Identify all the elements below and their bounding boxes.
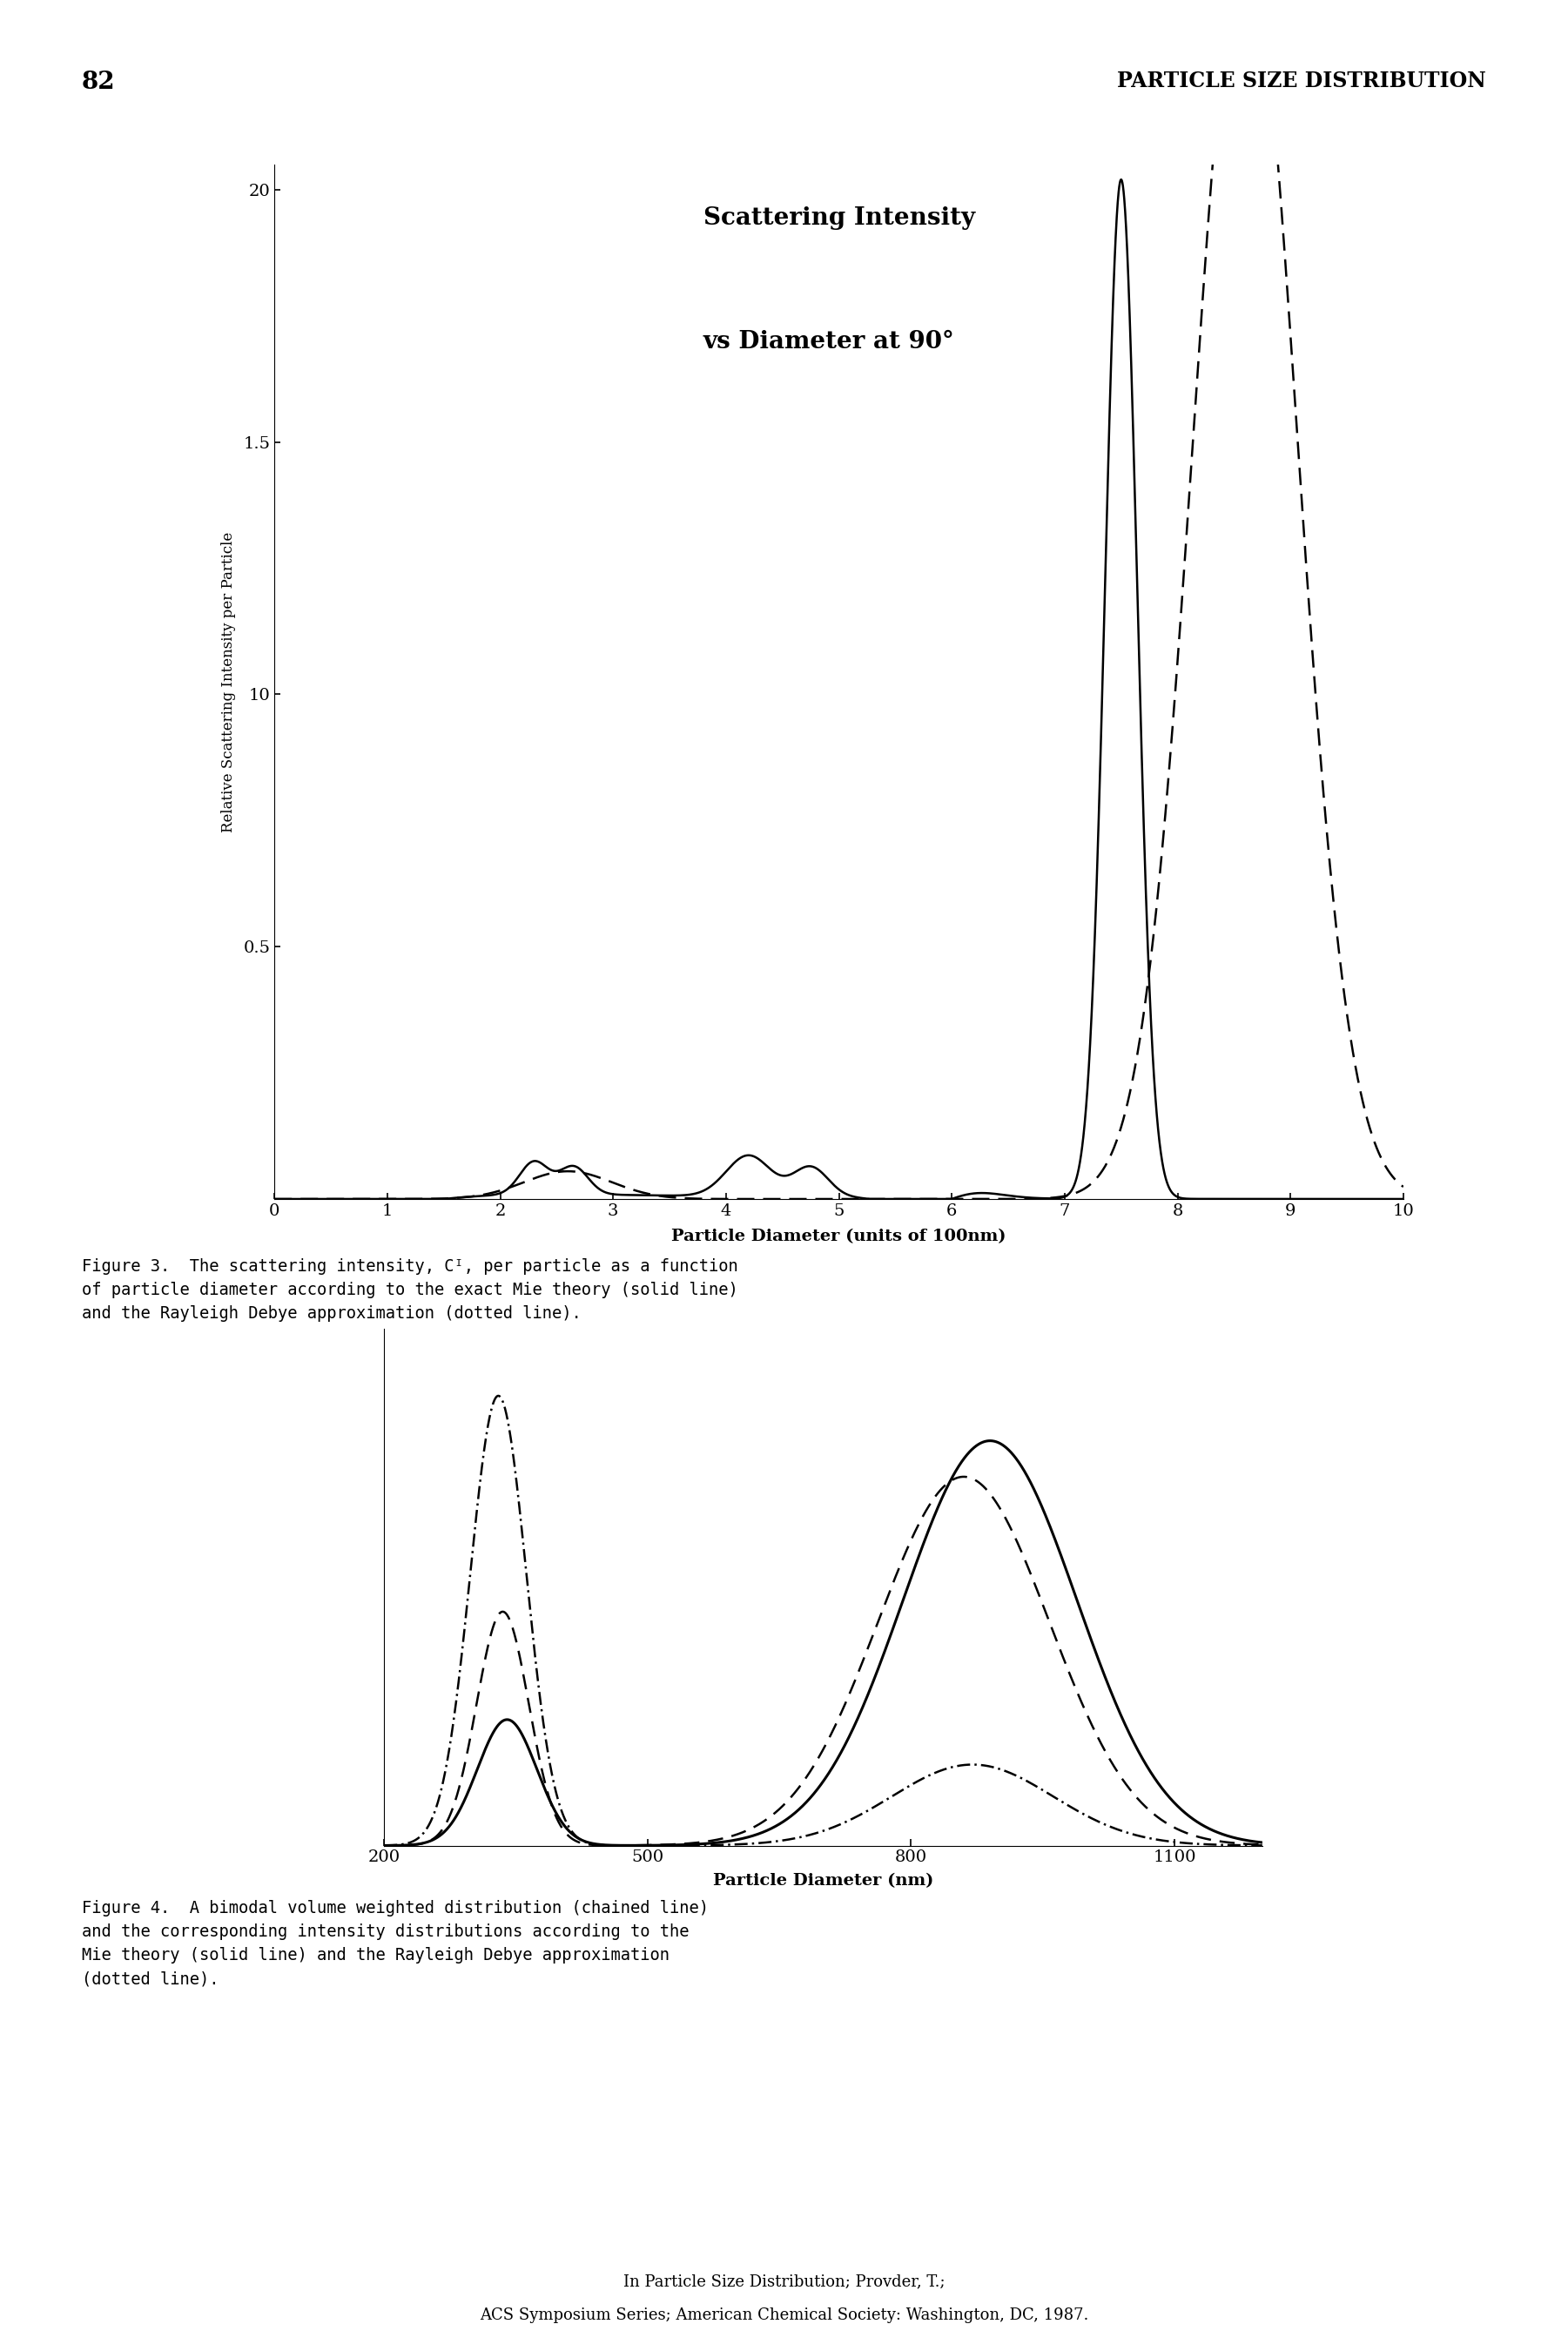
Text: In Particle Size Distribution; Provder, T.;: In Particle Size Distribution; Provder, … xyxy=(622,2273,946,2290)
Text: 82: 82 xyxy=(82,71,114,94)
Text: ACS Symposium Series; American Chemical Society: Washington, DC, 1987.: ACS Symposium Series; American Chemical … xyxy=(480,2306,1088,2323)
Text: Figure 4.  A bimodal volume weighted distribution (chained line)
and the corresp: Figure 4. A bimodal volume weighted dist… xyxy=(82,1900,709,1987)
X-axis label: Particle Diameter (units of 100nm): Particle Diameter (units of 100nm) xyxy=(671,1230,1007,1244)
Text: vs Diameter at 90°: vs Diameter at 90° xyxy=(704,329,955,353)
Text: PARTICLE SIZE DISTRIBUTION: PARTICLE SIZE DISTRIBUTION xyxy=(1118,71,1486,92)
X-axis label: Particle Diameter (nm): Particle Diameter (nm) xyxy=(713,1874,933,1888)
Y-axis label: Relative Scattering Intensity per Particle: Relative Scattering Intensity per Partic… xyxy=(221,531,235,832)
Text: Figure 3.  The scattering intensity, Cᴵ, per particle as a function
of particle : Figure 3. The scattering intensity, Cᴵ, … xyxy=(82,1258,739,1321)
Text: Scattering Intensity: Scattering Intensity xyxy=(704,207,975,230)
